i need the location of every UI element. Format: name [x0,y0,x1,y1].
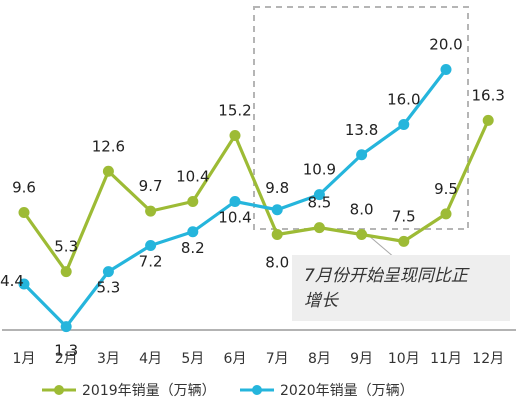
x-tick-layer: 1月 2月 3月 4月 5月 6月 7月 8月 9月 10月 11月 12月 [13,351,505,367]
series-1-label-6月: 15.2 [218,102,251,120]
series-2-label-5月: 8.2 [181,239,205,257]
series-1-label-3月: 12.6 [92,137,125,155]
series-2-point-8月 [313,189,325,201]
annotation-box [292,255,510,321]
series-1-point-7月 [271,229,283,240]
series-layer [18,64,494,333]
series-1-label-4月: 9.7 [139,177,163,195]
series-2-label-4月: 7.2 [139,253,163,271]
series-1-label-2月: 5.3 [54,238,78,256]
x-tick-10月: 10月 [388,351,420,367]
x-tick-5月: 5月 [181,351,204,367]
legend-marker-2 [252,385,262,395]
annotation-line-1: 7月份开始呈现同比正 [304,266,470,286]
x-tick-12月: 12月 [472,351,504,367]
legend-label-2: 2020年销量（万辆） [280,383,414,399]
legend-label-1: 2019年销量（万辆） [82,383,216,399]
series-1-point-2月 [60,266,72,278]
series-2-label-7月: 9.8 [265,179,289,197]
x-tick-9月: 9月 [350,351,373,367]
x-tick-4月: 4月 [139,351,162,367]
series-2-point-9月 [356,149,368,161]
series-1-point-10月 [398,235,410,247]
series-1-point-5月 [187,196,199,207]
series-1-point-11月 [440,208,452,220]
series-1-point-1月 [18,207,30,218]
data-label-layer: 9.6 5.3 12.6 9.7 10.4 15.2 8.0 8.5 8.0 7.5 9.5 16.3… [0,36,505,360]
series-2-point-1月 [18,278,30,290]
series-2-point-5月 [187,226,199,238]
series-1-label-7月: 8.0 [265,254,289,272]
series-line-1 [22,119,490,274]
series-2-point-2月 [60,321,72,333]
highlight-box [253,6,469,230]
series-1-point-3月 [102,165,114,177]
series-1-point-9月 [356,229,368,240]
series-2-point-11月 [440,64,452,75]
series-1-point-6月 [229,130,241,141]
series-2-label-2月: 1.3 [54,342,78,360]
series-2-point-4月 [145,240,157,251]
series-2-point-10月 [398,119,410,130]
series-1-label-12月: 16.3 [471,86,504,104]
x-tick-11月: 11月 [430,351,462,367]
series-1-label-10月: 7.5 [392,207,416,225]
series-1-label-11月: 9.5 [434,180,458,198]
series-1-label-8月: 8.5 [307,194,331,212]
series-2-label-3月: 5.3 [96,279,120,297]
series-1-point-12月 [482,114,494,126]
series-2-point-7月 [271,204,283,216]
x-tick-7月: 7月 [266,351,289,367]
annotation-line-2: 增长 [304,291,339,311]
series-1-label-5月: 10.4 [176,168,209,186]
series-1-point-4月 [145,205,157,217]
x-tick-8月: 8月 [308,351,331,367]
series-2-point-6月 [229,196,241,207]
series-2-label-8月: 10.9 [303,161,336,179]
x-tick-3月: 3月 [97,351,120,367]
series-1-label-1月: 9.6 [12,179,36,197]
series-2-label-10月: 16.0 [387,91,420,109]
annotation-leader-line [367,234,396,259]
series-2-label-11月: 20.0 [429,36,462,54]
x-tick-6月: 6月 [224,351,247,367]
series-2-label-1月: 4.4 [0,272,24,290]
series-2-point-3月 [102,266,114,278]
series-1-point-8月 [313,222,325,234]
series-2-label-6月: 10.4 [218,209,251,227]
x-tick-1月: 1月 [13,351,36,367]
legend: 2019年销量（万辆） 2020年销量（万辆） [42,383,414,399]
series-2-label-9月: 13.8 [345,121,378,139]
x-tick-2月: 2月 [55,351,78,367]
series-1-label-9月: 8.0 [350,201,374,219]
legend-marker-1 [54,385,64,395]
